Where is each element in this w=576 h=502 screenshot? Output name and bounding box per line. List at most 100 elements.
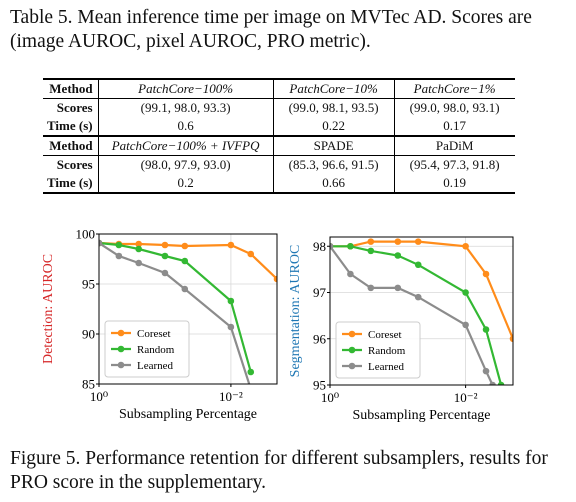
legend-marker: [117, 361, 125, 369]
data-point: [135, 259, 143, 267]
table-cell: 0.19: [394, 174, 515, 194]
data-point: [161, 269, 169, 277]
table-row: Time (s) 0.2 0.66 0.19: [43, 174, 515, 194]
y-tick-label: 96: [313, 331, 327, 346]
data-point: [414, 293, 422, 301]
data-point: [227, 297, 235, 305]
data-point: [161, 252, 169, 260]
data-point: [497, 381, 505, 385]
row-label: Time (s): [43, 174, 99, 194]
data-point: [181, 242, 189, 250]
data-point: [482, 326, 490, 333]
y-axis-label: Detection: AUROC: [41, 254, 56, 364]
table-row: Method PatchCore−100% PatchCore−10% Patc…: [43, 78, 515, 99]
y-tick-label: 95: [313, 378, 326, 393]
data-point: [367, 284, 375, 292]
data-point: [414, 261, 422, 269]
table-cell: PaDiM: [394, 135, 515, 156]
data-point: [181, 257, 189, 265]
x-tick-label: 10⁰: [321, 390, 339, 405]
data-point: [115, 241, 123, 249]
data-point: [330, 242, 334, 250]
legend-label: Coreset: [368, 329, 402, 341]
data-point: [462, 242, 469, 250]
table-cell: PatchCore−100% + IVFPQ: [98, 135, 274, 156]
y-tick-label: 90: [82, 327, 95, 342]
data-point: [247, 250, 255, 258]
table-cell: (98.0, 97.9, 93.0): [98, 155, 274, 174]
data-point: [115, 252, 123, 260]
data-point: [135, 245, 143, 253]
row-label: Method: [43, 135, 99, 156]
data-point: [482, 270, 490, 278]
legend-label: Random: [368, 345, 406, 357]
table-cell: PatchCore−1%: [394, 78, 515, 99]
row-label: Method: [43, 78, 99, 99]
data-point: [247, 368, 255, 376]
segmentation-auroc-chart: 95 96 97 98 10⁰ 10⁻² Subsampling Percentage Seg…: [288, 236, 514, 423]
series-line: [99, 241, 277, 280]
table-cell: PatchCore−10%: [273, 78, 395, 99]
series-line: [330, 240, 513, 340]
table-row: Scores (99.1, 98.0, 93.3) (99.0, 98.1, 9…: [43, 98, 515, 117]
table-cell: 0.17: [443, 118, 466, 133]
legend-box: [104, 320, 190, 378]
data-point: [273, 275, 277, 283]
data-point: [367, 247, 375, 255]
data-point: [462, 289, 469, 296]
series-random: [330, 242, 505, 385]
data-point: [394, 252, 402, 259]
row-label: Time (s): [43, 117, 99, 136]
series-line: [330, 245, 494, 385]
detection-auroc-chart: 85 90 95 100 10⁰ 10⁻² Subsampling Percentage De…: [41, 227, 278, 422]
data-point: [482, 367, 490, 375]
data-point: [135, 240, 143, 248]
data-point: [394, 284, 402, 292]
data-point: [367, 238, 375, 245]
series-line: [330, 245, 503, 385]
legend-box: [335, 321, 421, 379]
table-cell: 0.22: [273, 117, 395, 136]
data-point: [347, 270, 354, 278]
data-point: [462, 321, 469, 329]
row-label: Scores: [43, 155, 99, 174]
legend-marker: [348, 330, 356, 338]
data-point: [181, 285, 189, 293]
series-learned: [99, 239, 254, 393]
x-tick-label: 10⁰: [90, 389, 108, 404]
x-tick-label: 10⁻²: [454, 390, 478, 405]
x-tick-label: 10⁻²: [219, 389, 243, 404]
series-learned: [330, 242, 496, 385]
data-point: [509, 335, 513, 343]
data-point: [227, 241, 235, 249]
legend-label: Coreset: [137, 328, 171, 340]
x-axis-label: Subsampling Percentage: [119, 407, 257, 422]
data-point: [394, 238, 402, 245]
legend-label: Random: [137, 344, 175, 356]
data-point: [414, 238, 422, 245]
inference-time-table: Method PatchCore−100% PatchCore−10% Patc…: [43, 78, 515, 194]
y-tick-label: 95: [82, 277, 95, 292]
data-point: [347, 242, 354, 250]
y-tick-label: 100: [76, 227, 96, 242]
legend-label: Learned: [368, 361, 405, 373]
data-point: [489, 381, 496, 385]
table-cell: (95.4, 97.3, 91.8): [394, 155, 515, 174]
y-tick-label: 97: [313, 285, 327, 300]
table-cell: (99.1, 98.0, 93.3): [98, 98, 274, 117]
x-axis-label: Subsampling Percentage: [352, 408, 490, 423]
figure-caption: Figure 5. Performance retention for diff…: [10, 448, 548, 493]
plot-frame: [98, 233, 278, 385]
table-row: Scores (98.0, 97.9, 93.0) (85.3, 96.6, 9…: [43, 155, 515, 174]
plot-frame: [329, 236, 514, 386]
table-cell: PatchCore−100%: [98, 78, 274, 99]
table-row: Method PatchCore−100% + IVFPQ SPADE PaDi…: [43, 135, 515, 156]
table-row: Time (s) 0.6 0.22 0.17: [43, 117, 515, 136]
legend-marker: [348, 346, 356, 354]
table-cell: (99.0, 98.0, 93.1): [394, 98, 515, 117]
y-axis-label: Segmentation: AUROC: [288, 245, 303, 378]
legend-marker: [117, 345, 125, 353]
y-tick-label: 85: [82, 377, 95, 392]
data-point: [247, 386, 254, 393]
table-cell: (99.0, 98.1, 93.5): [273, 98, 395, 117]
